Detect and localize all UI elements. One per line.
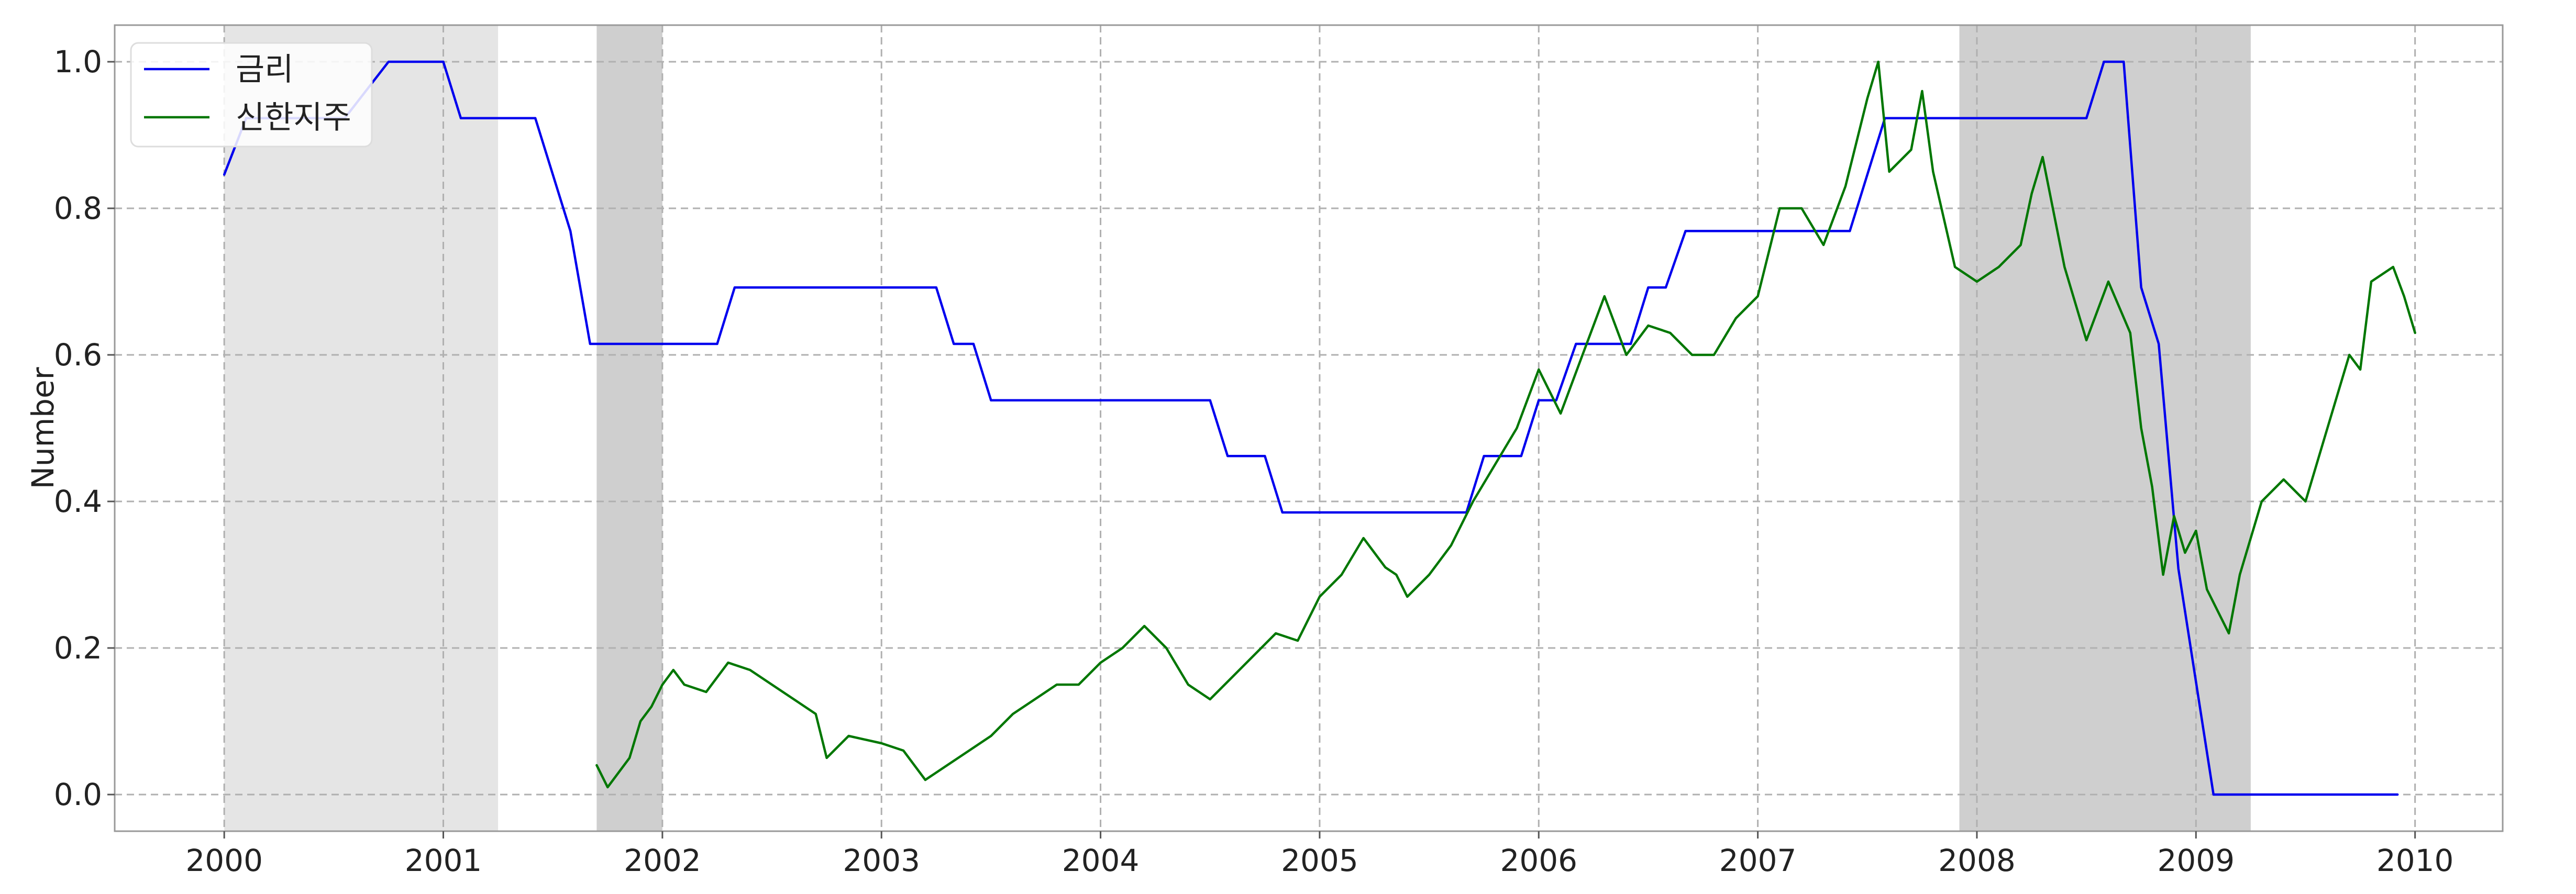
y-axis-ticks: 0.0 0.2 0.4 0.6 0.8 1.0 [54,44,115,812]
x-tick-label-3: 2003 [843,843,920,878]
shaded-region-2 [1959,25,2251,831]
x-tick-label-10: 2010 [2376,843,2454,878]
x-tick-label-7: 2007 [1719,843,1797,878]
shaded-region-0 [224,25,499,831]
x-tick-label-8: 2008 [1938,843,2016,878]
gridlines [115,25,2503,831]
x-tick-label-4: 2004 [1062,843,1140,878]
y-tick-label-3: 0.6 [54,337,102,373]
x-tick-label-0: 2000 [185,843,263,878]
plot-frame [114,24,2504,832]
legend-label-0: 금리 [236,51,293,88]
y-tick-label-1: 0.2 [54,630,102,666]
y-tick-label-4: 0.8 [54,191,102,226]
shaded-region-1 [596,25,662,831]
y-tick-label-5: 1.0 [54,44,102,80]
x-tick-label-9: 2009 [2158,843,2235,878]
x-tick-label-5: 2005 [1281,843,1358,878]
series-line-1 [595,60,2416,789]
y-axis-label: Number [25,367,61,489]
y-tick-label-0: 0.0 [54,777,102,812]
x-axis-ticks: 2000 2001 2002 2003 2004 2005 2006 2007 2008 2009… [185,831,2453,878]
shaded-regions [224,25,2251,831]
x-tick-label-1: 2001 [405,843,482,878]
legend-label-1: 신한지주 [236,99,351,136]
y-tick-label-2: 0.4 [54,484,102,519]
x-tick-label-6: 2006 [1500,843,1577,878]
plot-series [223,60,2416,796]
series-line-0 [223,60,2399,796]
x-tick-label-2: 2002 [624,843,701,878]
